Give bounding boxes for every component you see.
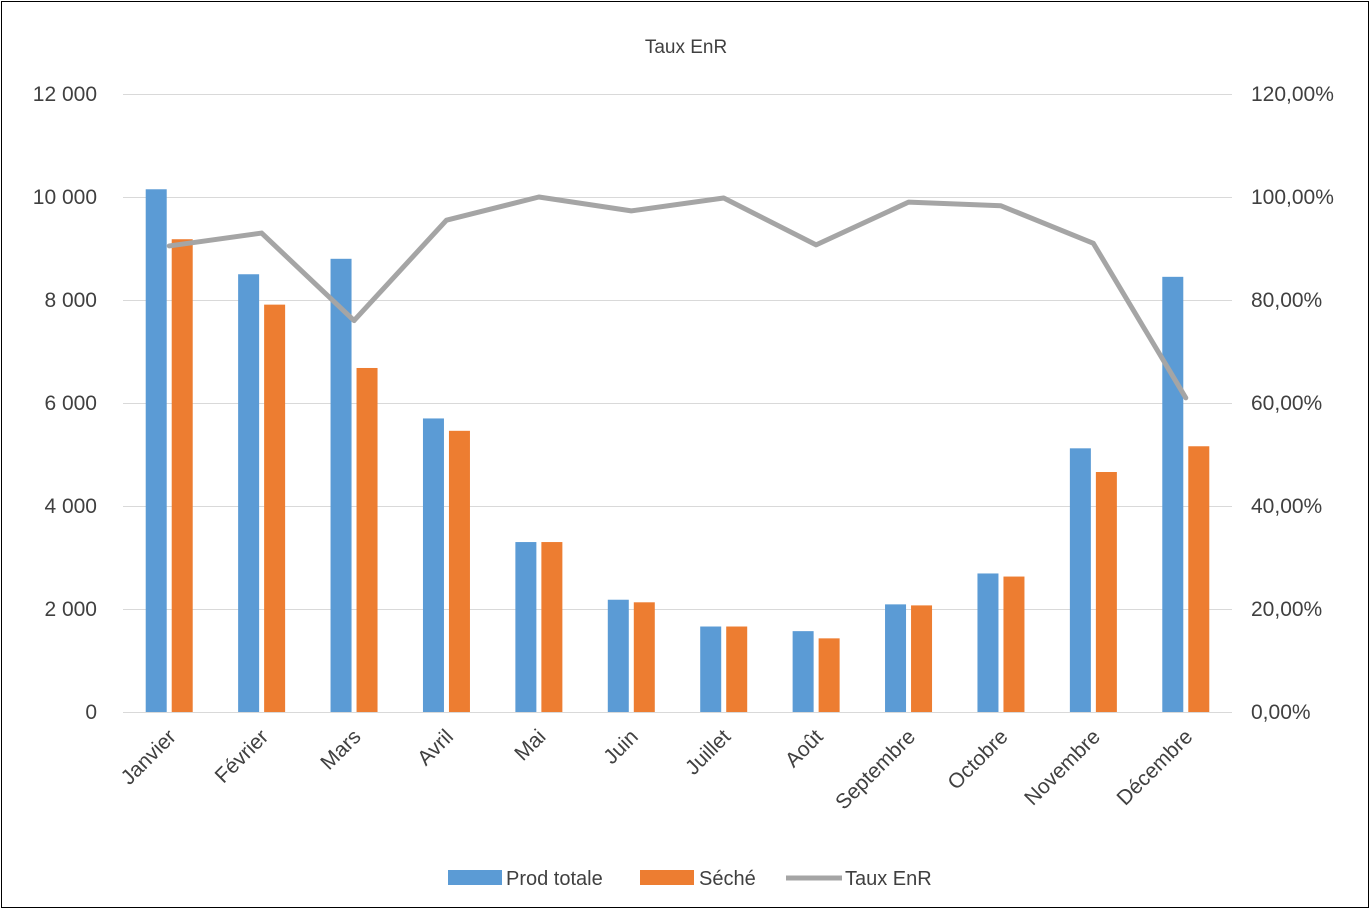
bar-prod-totale — [145, 189, 167, 712]
bar-prod-totale — [792, 631, 814, 712]
bar-seche — [1095, 472, 1117, 712]
bar-seche — [264, 304, 286, 712]
category-label: Novembre — [1020, 725, 1105, 810]
bar-prod-totale — [885, 604, 907, 712]
bar-seche — [1188, 446, 1210, 712]
right-tick-label: 0,00% — [1251, 701, 1311, 724]
bar-prod-totale — [330, 258, 352, 712]
right-tick-label: 100,00% — [1251, 186, 1334, 209]
category-label: Juillet — [681, 725, 735, 779]
bars — [145, 189, 1210, 713]
right-tick-label: 20,00% — [1251, 598, 1322, 621]
legend-label: Séché — [699, 868, 756, 890]
right-tick-label: 40,00% — [1251, 495, 1322, 518]
left-tick-label: 0 — [85, 701, 97, 724]
category-label: Mai — [510, 725, 550, 765]
category-label: Janvier — [117, 725, 181, 789]
left-tick-label: 6 000 — [44, 392, 97, 415]
right-tick-label: 120,00% — [1251, 83, 1334, 106]
bar-seche — [356, 367, 378, 712]
bar-prod-totale — [700, 626, 722, 712]
bar-prod-totale — [1162, 276, 1184, 712]
left-tick-label: 2 000 — [44, 598, 97, 621]
bar-prod-totale — [515, 542, 537, 712]
right-tick-label: 60,00% — [1251, 392, 1322, 415]
bar-prod-totale — [1069, 448, 1091, 712]
left-tick-label: 12 000 — [33, 83, 97, 106]
category-label: Février — [211, 725, 273, 787]
bar-seche — [911, 605, 933, 712]
bar-seche — [633, 602, 655, 712]
right-tick-label: 80,00% — [1251, 289, 1322, 312]
chart-title: Taux EnR — [645, 37, 727, 58]
bar-seche — [1003, 576, 1025, 712]
category-label: Juin — [599, 725, 643, 769]
bar-seche — [171, 239, 193, 713]
legend-label: Taux EnR — [845, 868, 932, 890]
right-axis-labels: 0,00% 20,00% 40,00% 60,00% 80,00% 100,00% 120,… — [1251, 83, 1334, 724]
category-label: Septembre — [831, 725, 920, 814]
legend: Prod totale Séché Taux EnR — [448, 868, 932, 890]
left-tick-label: 8 000 — [44, 289, 97, 312]
gridlines — [123, 94, 1232, 610]
legend-swatch — [448, 870, 502, 885]
category-label: Août — [781, 725, 828, 772]
bar-prod-totale — [977, 573, 999, 712]
bar-seche — [448, 430, 470, 712]
bar-seche — [726, 626, 748, 712]
left-axis-labels: 0 2 000 4 000 6 000 8 000 10 000 12 000 — [33, 83, 97, 724]
bar-seche — [818, 638, 840, 712]
category-label: Mars — [316, 725, 365, 774]
bar-prod-totale — [607, 599, 629, 712]
bar-prod-totale — [422, 418, 444, 712]
taux-enr-line-group — [166, 194, 1189, 401]
category-labels: Janvier Février Mars Avril Mai Juin Juillet Aoû… — [117, 725, 1198, 814]
category-label: Octobre — [943, 725, 1012, 794]
taux-enr-line — [166, 194, 1189, 401]
category-label: Avril — [413, 725, 458, 770]
left-tick-label: 4 000 — [44, 495, 97, 518]
legend-swatch — [640, 870, 694, 885]
legend-label: Prod totale — [506, 868, 603, 890]
bar-prod-totale — [238, 274, 260, 712]
category-label: Décembre — [1113, 725, 1198, 810]
bar-seche — [541, 542, 563, 712]
left-tick-label: 10 000 — [33, 186, 97, 209]
